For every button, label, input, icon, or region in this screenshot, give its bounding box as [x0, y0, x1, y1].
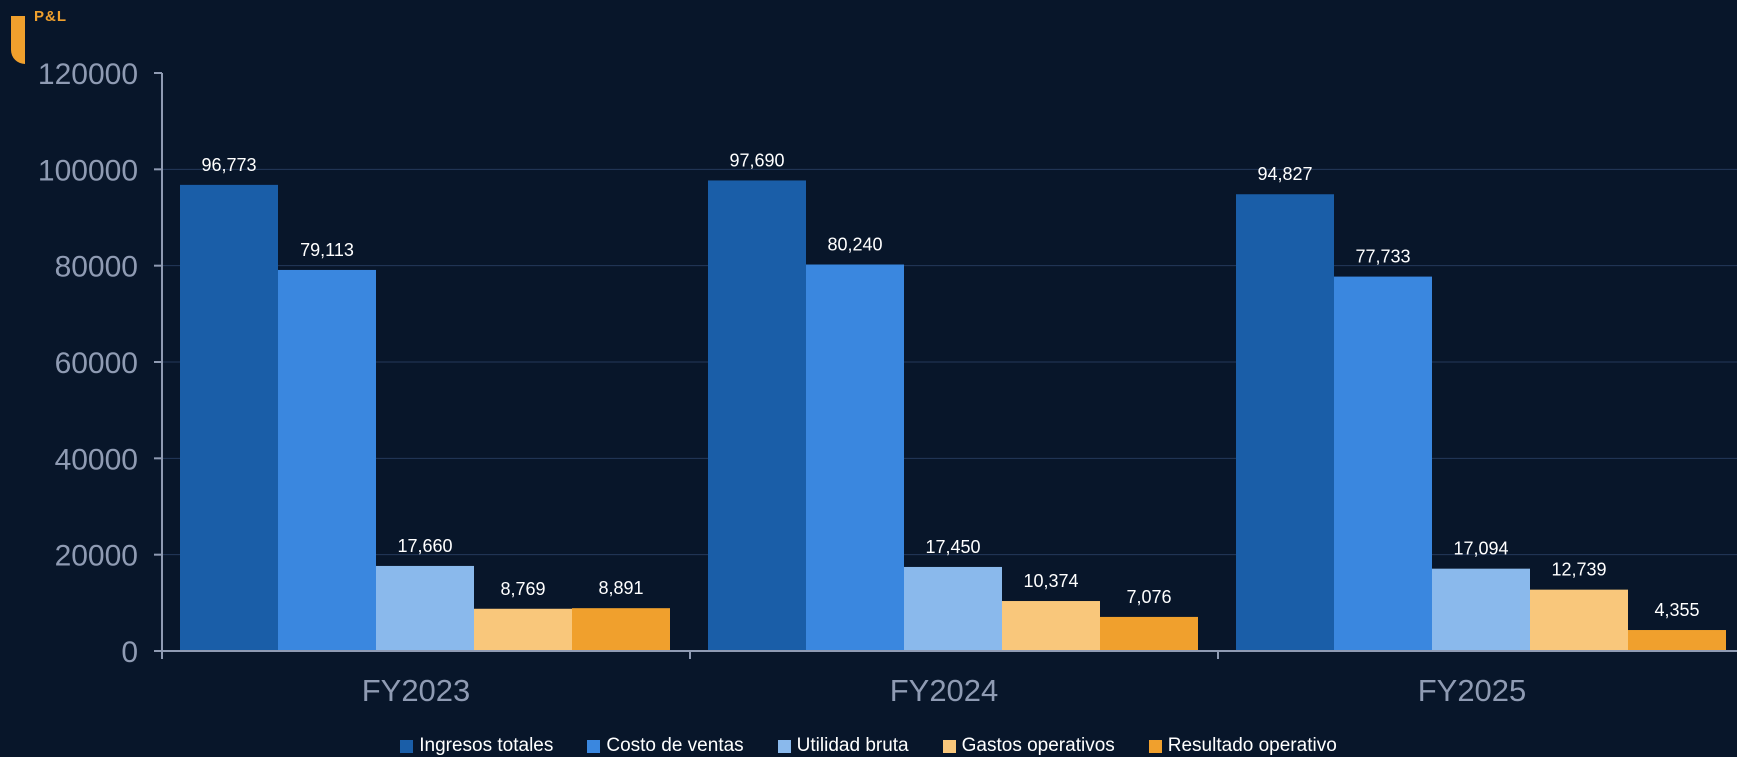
data-labels: 96,773 79,113 17,660 8,769 8,891 97,690 80,240… — [201, 150, 1699, 620]
bar — [1628, 630, 1726, 651]
bar-value-label: 4,355 — [1654, 600, 1699, 620]
bar-value-label: 17,094 — [1453, 539, 1508, 559]
bar-value-label: 80,240 — [827, 235, 882, 255]
bar-value-label: 17,450 — [925, 537, 980, 557]
bar — [572, 608, 670, 651]
bar-value-label: 79,113 — [300, 240, 354, 260]
legend-item: Costo de ventas — [587, 735, 744, 757]
legend-item: Gastos operativos — [942, 735, 1115, 757]
bar — [1100, 616, 1198, 651]
bar-value-label: 12,739 — [1551, 560, 1606, 580]
category-label: FY2023 — [362, 673, 471, 708]
bar-value-label: 7,076 — [1126, 587, 1171, 607]
y-tick-label: 100000 — [38, 154, 138, 187]
legend-label: Utilidad bruta — [796, 735, 909, 756]
legend-swatch — [1148, 739, 1162, 753]
y-tick-label: 20000 — [55, 540, 138, 573]
y-tick-label: 0 — [121, 636, 138, 669]
axes: 0 20000 40000 60000 80000 100000 120000 FY2023 F… — [38, 58, 1737, 708]
bar-value-label: 17,660 — [397, 536, 452, 556]
legend-swatch — [942, 739, 956, 753]
legend-swatch — [587, 739, 601, 753]
legend: Ingresos totales Costo de ventas Utilidad … — [0, 735, 1737, 757]
bar-value-label: 8,891 — [598, 578, 643, 598]
legend-label: Resultado operativo — [1167, 735, 1337, 756]
bookmark-icon — [11, 16, 25, 64]
bar-value-label: 97,690 — [729, 150, 784, 170]
y-tick-label: 120000 — [38, 58, 138, 91]
y-tick-label: 80000 — [55, 251, 138, 284]
legend-item: Utilidad bruta — [777, 735, 909, 757]
bar — [708, 180, 806, 651]
y-tick-label: 60000 — [55, 347, 138, 380]
bar-chart: 0 20000 40000 60000 80000 100000 120000 FY2023 F… — [38, 58, 1737, 708]
bar — [904, 566, 1002, 651]
bar-value-label: 8,769 — [500, 579, 545, 599]
bar — [180, 184, 278, 651]
legend-item: Resultado operativo — [1148, 735, 1337, 757]
bar — [1530, 589, 1628, 651]
bar — [1002, 601, 1100, 651]
bars — [180, 180, 1726, 652]
bar — [806, 264, 904, 651]
bar — [376, 565, 474, 651]
pl-badge: P&L — [8, 2, 68, 72]
category-label: FY2025 — [1418, 673, 1527, 708]
badge-label: P&L — [34, 8, 67, 25]
bar-value-label: 96,773 — [201, 155, 256, 175]
legend-swatch — [777, 739, 791, 753]
bar-value-label: 77,733 — [1355, 247, 1410, 267]
gridlines — [162, 168, 1737, 556]
bar-value-label: 10,374 — [1023, 571, 1078, 591]
category-label: FY2024 — [890, 673, 999, 708]
bar-value-label: 94,827 — [1257, 164, 1312, 184]
legend-swatch — [400, 739, 414, 753]
legend-label: Costo de ventas — [606, 735, 744, 756]
legend-item: Ingresos totales — [400, 735, 553, 757]
bar — [1432, 568, 1530, 651]
legend-label: Gastos operativos — [961, 735, 1115, 756]
bar — [474, 608, 572, 651]
bar — [1236, 194, 1334, 652]
bar — [278, 269, 376, 651]
bar — [1334, 276, 1432, 651]
legend-label: Ingresos totales — [419, 735, 554, 756]
y-tick-label: 40000 — [55, 443, 138, 476]
